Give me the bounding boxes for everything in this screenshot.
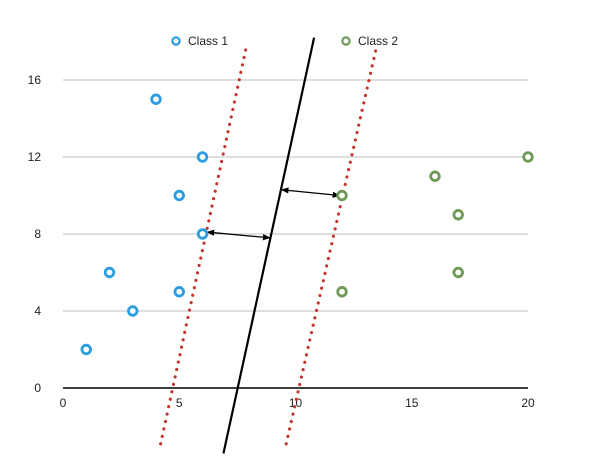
class-2-point [522, 151, 534, 163]
legend: Class 1 Class 2 [171, 34, 398, 48]
y-tick-label: 0 [34, 381, 41, 395]
y-tick-label: 12 [28, 150, 42, 164]
class-2-point [452, 209, 464, 221]
x-tick-label: 10 [289, 396, 303, 410]
class-1-point [173, 286, 185, 298]
margin-line-1 [159, 43, 249, 446]
y-tick-label: 8 [34, 227, 41, 241]
x-tick-label: 0 [60, 396, 67, 410]
class-1-point [150, 93, 162, 105]
class-1-point [80, 343, 92, 356]
margin-arrow-2 [280, 187, 341, 198]
class-1-point [103, 266, 116, 279]
margin-arrow-1 [206, 229, 271, 241]
legend-label-class-2: Class 2 [358, 34, 398, 48]
class-1-point [127, 305, 139, 317]
legend-marker-class-1 [171, 36, 181, 46]
axes: 0 4 8 12 16 0 5 10 15 20 [28, 73, 535, 410]
y-tick-label: 16 [28, 73, 42, 87]
legend-label-class-1: Class 1 [188, 34, 228, 48]
class-2-point [429, 170, 441, 182]
x-tick-label: 20 [521, 396, 535, 410]
x-tick-label: 15 [405, 396, 419, 410]
decision-boundary-line [222, 37, 316, 454]
x-tick-label: 5 [176, 396, 183, 410]
class-1-point [196, 151, 209, 163]
margin-arrows [206, 187, 341, 241]
class-2-point [452, 266, 464, 279]
legend-marker-class-2 [341, 36, 351, 46]
margin-line-2 [284, 43, 379, 446]
grid-lines [63, 79, 528, 312]
class-2-point [336, 286, 348, 298]
y-tick-label: 4 [34, 304, 41, 318]
decision-lines [159, 37, 379, 454]
class-1-point [196, 228, 209, 240]
class-1-point [173, 189, 185, 202]
data-points [80, 93, 534, 356]
class-2-point [336, 189, 348, 202]
